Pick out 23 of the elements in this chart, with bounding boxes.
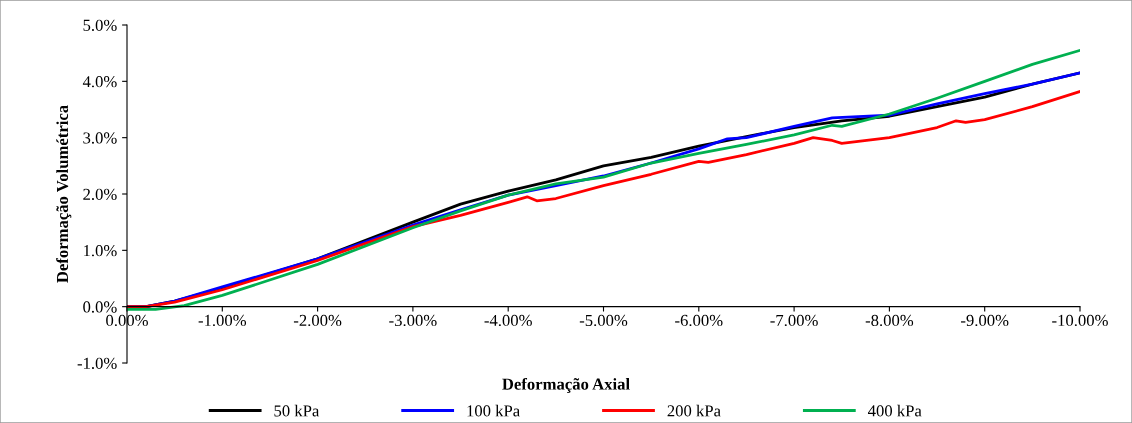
legend-label: 100 kPa xyxy=(467,404,520,417)
y-tick-label: -1.0% xyxy=(77,357,117,370)
x-tick-label: -1.00% xyxy=(198,314,247,327)
y-tick-label: 5.0% xyxy=(83,19,117,32)
y-tick-label: 4.0% xyxy=(82,76,117,88)
x-tick-label: -3.00% xyxy=(389,314,437,327)
y-axis-title: Deformação Volumétrica xyxy=(56,105,72,283)
x-axis-title: Deformação Axial xyxy=(502,377,630,394)
y-tick-label: 3.0% xyxy=(83,132,117,144)
x-tick-label: -2.00% xyxy=(293,314,342,327)
y-tick-label: 0.0% xyxy=(83,301,117,313)
legend-label: 400 kPa xyxy=(867,404,922,417)
x-tick-label: -9.00% xyxy=(961,314,1009,327)
x-tick-label: -5.00% xyxy=(579,314,628,327)
x-tick-label: -8.00% xyxy=(865,314,914,327)
x-tick-label: -4.00% xyxy=(484,314,532,327)
y-tick-label: 2.0% xyxy=(83,188,117,201)
legend-label: 200 kPa xyxy=(667,404,721,417)
x-tick-label: -7.00% xyxy=(770,314,818,327)
legend-label: 50 kPa xyxy=(274,404,320,417)
y-tick-label: 1.0% xyxy=(84,245,117,257)
x-tick-label: -10.00% xyxy=(1052,314,1108,327)
x-tick-label: -6.00% xyxy=(675,314,723,327)
